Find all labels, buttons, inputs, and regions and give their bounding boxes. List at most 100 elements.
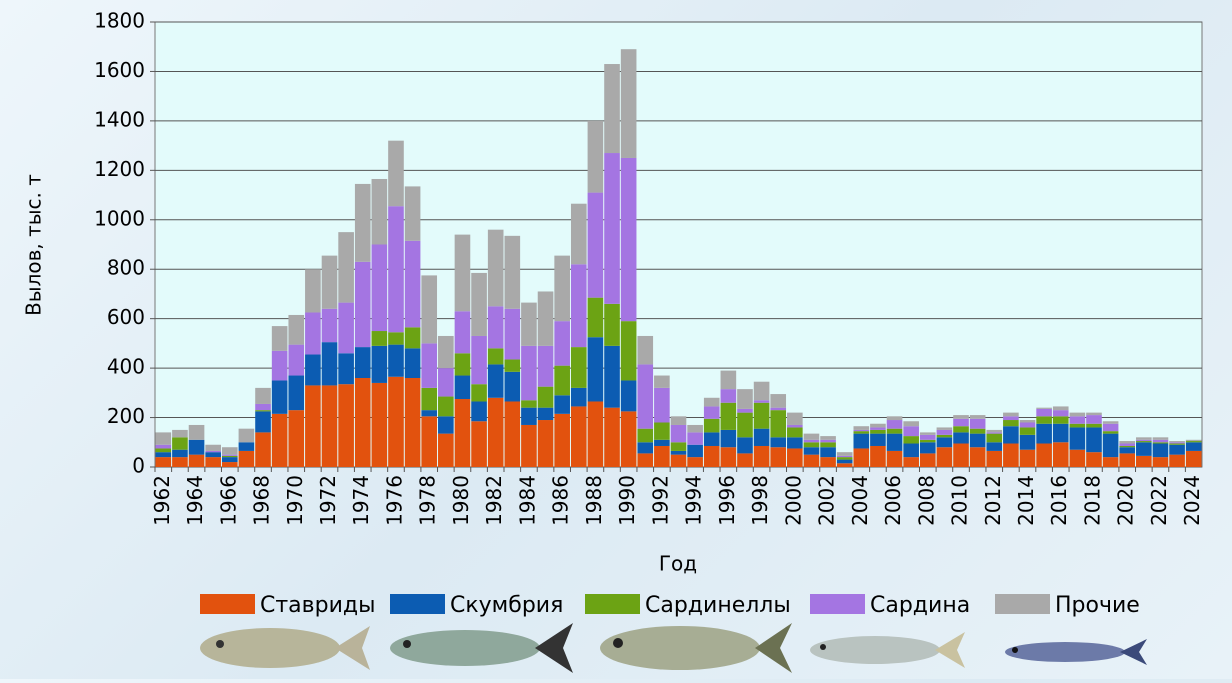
bar-segment xyxy=(571,406,587,467)
bar-segment xyxy=(372,383,388,467)
bar-segment xyxy=(338,303,354,354)
bar-segment xyxy=(804,442,820,447)
bar-segment xyxy=(1136,440,1152,441)
bar-segment xyxy=(1086,452,1102,467)
bar-segment xyxy=(571,264,587,347)
bar-segment xyxy=(1136,442,1152,456)
bar-segment xyxy=(654,440,670,446)
bar-segment xyxy=(521,408,537,425)
bar-segment xyxy=(870,424,886,428)
bar-segment xyxy=(471,421,487,467)
bar-segment xyxy=(571,204,587,265)
bar-segment xyxy=(1086,413,1102,415)
bar-segment xyxy=(920,440,936,442)
bar-segment xyxy=(1186,451,1202,467)
bar-segment xyxy=(255,404,271,410)
bar-segment xyxy=(654,423,670,440)
x-tick-label: 1972 xyxy=(316,475,340,526)
bar-segment xyxy=(804,455,820,467)
bar-segment xyxy=(903,421,919,426)
bar-segment xyxy=(986,442,1002,451)
x-tick-label: 2022 xyxy=(1147,475,1171,526)
bar-segment xyxy=(471,273,487,336)
bar-segment xyxy=(687,445,703,457)
bar-segment xyxy=(754,382,770,401)
bar-segment xyxy=(687,425,703,432)
bar-segment xyxy=(887,451,903,467)
bar-segment xyxy=(671,451,687,455)
bar-segment xyxy=(155,432,171,444)
bar-segment xyxy=(388,141,404,207)
bar-segment xyxy=(1070,416,1086,423)
bar-segment xyxy=(1053,410,1069,416)
bar-segment xyxy=(770,447,786,467)
bar-segment xyxy=(870,427,886,429)
bar-segment xyxy=(754,446,770,467)
bar-segment xyxy=(571,388,587,407)
bar-segment xyxy=(953,419,969,426)
x-tick-label: 2004 xyxy=(848,475,872,526)
bar-segment xyxy=(820,447,836,457)
bar-segment xyxy=(654,388,670,423)
bar-segment xyxy=(355,378,371,467)
bar-segment xyxy=(421,343,437,388)
bar-segment xyxy=(1003,444,1019,467)
bar-segment xyxy=(920,453,936,467)
x-tick-label: 1986 xyxy=(549,475,573,526)
bar-segment xyxy=(588,121,604,193)
bar-segment xyxy=(853,430,869,431)
bar-segment xyxy=(820,436,836,440)
bar-segment xyxy=(604,346,620,408)
bar-segment xyxy=(1153,440,1169,442)
bar-segment xyxy=(272,380,288,413)
x-tick-label: 1962 xyxy=(150,475,174,526)
y-tick-label: 200 xyxy=(107,404,145,428)
bar-segment xyxy=(637,442,653,453)
x-tick-label: 1996 xyxy=(715,475,739,526)
bar-segment xyxy=(205,452,221,457)
legend-swatch xyxy=(390,594,445,614)
legend-label: Ставриды xyxy=(260,593,375,618)
bar-segment xyxy=(471,384,487,401)
bar-segment xyxy=(1020,435,1036,450)
bar-segment xyxy=(770,408,786,410)
bar-segment xyxy=(471,336,487,384)
bar-segment xyxy=(637,336,653,364)
bar-segment xyxy=(937,427,953,429)
bar-segment xyxy=(1070,424,1086,428)
bar-segment xyxy=(455,235,471,312)
bar-segment xyxy=(172,437,188,449)
bar-segment xyxy=(1036,444,1052,467)
bar-segment xyxy=(421,275,437,343)
bar-segment xyxy=(504,359,520,371)
x-tick-label: 1998 xyxy=(748,475,772,526)
bar-segment xyxy=(455,353,471,375)
bar-segment xyxy=(637,429,653,443)
bar-segment xyxy=(488,230,504,307)
bar-segment xyxy=(222,456,238,457)
bar-segment xyxy=(621,158,637,321)
bar-segment xyxy=(804,447,820,454)
bar-segment xyxy=(588,298,604,338)
bar-segment xyxy=(853,431,869,433)
legend-label: Скумбрия xyxy=(450,593,563,618)
bar-segment xyxy=(1036,409,1052,416)
legend-swatch xyxy=(810,594,865,614)
bar-segment xyxy=(937,430,953,435)
bar-segment xyxy=(621,380,637,411)
x-tick-label: 1994 xyxy=(682,475,706,526)
x-tick-label: 2016 xyxy=(1047,475,1071,526)
bar-segment xyxy=(953,444,969,467)
bar-segment xyxy=(372,245,388,332)
x-tick-label: 2024 xyxy=(1180,475,1204,526)
bar-segment xyxy=(1169,441,1185,442)
bar-segment xyxy=(205,457,221,467)
bar-segment xyxy=(986,432,1002,433)
bar-segment xyxy=(837,456,853,457)
bar-segment xyxy=(1003,416,1019,420)
x-tick-label: 2018 xyxy=(1080,475,1104,526)
bar-segment xyxy=(222,457,238,462)
bar-segment xyxy=(421,388,437,410)
bar-segment xyxy=(538,346,554,387)
bar-segment xyxy=(255,410,271,411)
